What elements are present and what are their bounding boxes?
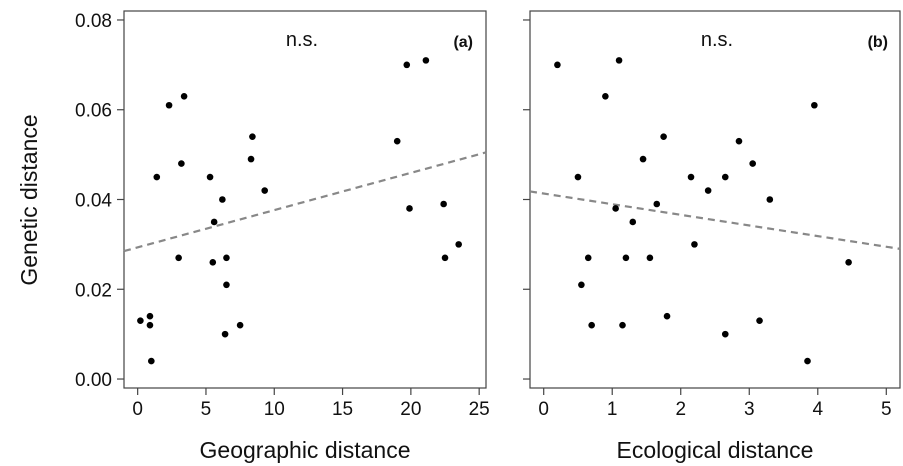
panel-b: 0 1 2 3 4 5 n.s. (b) Ecological distance — [523, 10, 901, 463]
panel-b-points — [554, 57, 852, 365]
panel-a-data-point — [165, 101, 173, 109]
panel-b-data-point — [691, 241, 698, 248]
panel-a-data-point — [406, 205, 413, 212]
panel-b-data-point — [554, 61, 561, 69]
panel-a-x-tick-label: 0 — [132, 399, 143, 420]
panel-a-points — [137, 57, 462, 365]
panel-a-data-point — [146, 321, 154, 329]
panel-a-x-tick-label: 10 — [264, 399, 285, 420]
panel-a-data-point — [148, 357, 155, 365]
panel-a-data-point — [440, 200, 447, 208]
panel-b-x-tick-label: 0 — [538, 399, 549, 420]
panel-b-data-point — [660, 133, 667, 140]
panel-b-data-point — [721, 173, 729, 181]
panel-a-y-tick-label: 0.02 — [75, 280, 112, 301]
panel-a-data-point — [455, 241, 462, 248]
panel-a-trend-line — [123, 151, 487, 253]
panel-a-data-point — [223, 281, 230, 289]
panel-a-data-point — [403, 61, 411, 69]
panel-a-label: (a) — [453, 34, 473, 51]
panel-a-x-tick-label: 25 — [469, 399, 490, 420]
panel-a-data-point — [180, 92, 188, 100]
panel-a-trend-layer — [123, 151, 487, 253]
panel-b-data-point — [612, 205, 619, 212]
panel-b-label: (b) — [868, 34, 888, 51]
panel-b-data-point — [629, 218, 637, 226]
panel-a: 0 5 10 15 20 250.000.020.040.060.08 n.s. (a) … — [16, 10, 490, 463]
panel-b-data-point — [646, 254, 654, 262]
panel-b-ticks: 0 1 2 3 4 5 — [523, 19, 892, 420]
panel-a-data-point — [261, 187, 269, 194]
panel-b-data-point — [749, 160, 756, 167]
panel-a-data-point — [393, 137, 401, 145]
panel-b-x-tick-label: 2 — [675, 399, 686, 420]
panel-a-x-tick-label: 20 — [400, 399, 421, 420]
panel-b-data-point — [588, 321, 595, 329]
panel-a-data-point — [223, 254, 230, 262]
y-axis-title: Genetic distance — [16, 114, 42, 285]
panel-b-data-point — [811, 101, 818, 109]
panel-a-data-point — [210, 218, 218, 226]
panel-a-data-point — [146, 312, 154, 320]
panel-a-data-point — [175, 254, 182, 262]
panel-b-data-point — [687, 173, 695, 181]
panel-b-data-point — [721, 330, 729, 338]
panel-b-significance: n.s. — [701, 29, 733, 51]
panel-a-y-tick-label: 0.06 — [75, 101, 112, 122]
panel-a-ticks: 0 5 10 15 20 25 0.00 0.02 0.04 0.06 0.08 — [75, 11, 490, 420]
panel-a-data-point — [219, 196, 226, 203]
panel-a-data-point — [221, 330, 229, 338]
panel-a-data-point — [153, 173, 161, 181]
panel-b-data-point — [602, 92, 609, 100]
panel-b-data-point — [756, 317, 763, 324]
panel-a-data-point — [206, 173, 214, 181]
panel-b-data-point — [578, 281, 585, 289]
panel-b-data-point — [619, 321, 626, 329]
panel-a-x-axis-title: Geographic distance — [200, 437, 411, 463]
panel-b-x-tick-label: 5 — [881, 399, 892, 420]
panel-a-data-point — [247, 155, 255, 163]
panel-b-data-point — [622, 254, 630, 262]
panel-a-y-tick-label: 0.00 — [75, 370, 112, 391]
panel-b-data-point — [845, 259, 852, 266]
panel-b-data-point — [574, 173, 582, 181]
panel-b-data-point — [704, 187, 712, 194]
panel-b-data-point — [766, 196, 774, 203]
panel-a-x-tick-label: 15 — [332, 399, 353, 420]
panel-a-data-point — [249, 133, 256, 140]
panel-a-x-tick-label: 5 — [201, 399, 212, 420]
panel-b-x-tick-label: 3 — [744, 399, 755, 420]
panel-a-y-tick-label: 0.08 — [75, 11, 112, 32]
panel-a-data-point — [209, 259, 217, 266]
panel-a-data-point — [441, 254, 449, 262]
panel-a-y-tick-label: 0.04 — [75, 191, 112, 212]
panel-b-x-tick-label: 4 — [812, 399, 823, 420]
panel-b-trend-line — [529, 190, 901, 250]
panel-b-data-point — [639, 155, 647, 163]
panel-b-x-axis-title: Ecological distance — [617, 437, 814, 463]
panel-a-data-point — [137, 317, 144, 324]
panel-b-frame — [529, 10, 901, 389]
panel-b-data-point — [804, 357, 811, 365]
panel-a-data-point — [178, 160, 185, 167]
panel-b-data-point — [735, 137, 743, 145]
panel-b-data-point — [615, 57, 623, 64]
panel-a-data-point — [236, 321, 244, 329]
panel-b-data-point — [653, 200, 661, 208]
panel-a-data-point — [422, 57, 430, 64]
panel-b-data-point — [584, 254, 592, 262]
panel-b-trend-layer — [529, 190, 901, 250]
panel-b-x-tick-label: 1 — [607, 399, 618, 420]
panel-b-data-point — [663, 312, 671, 320]
panel-a-frame — [123, 10, 487, 389]
panel-a-significance: n.s. — [286, 29, 318, 51]
